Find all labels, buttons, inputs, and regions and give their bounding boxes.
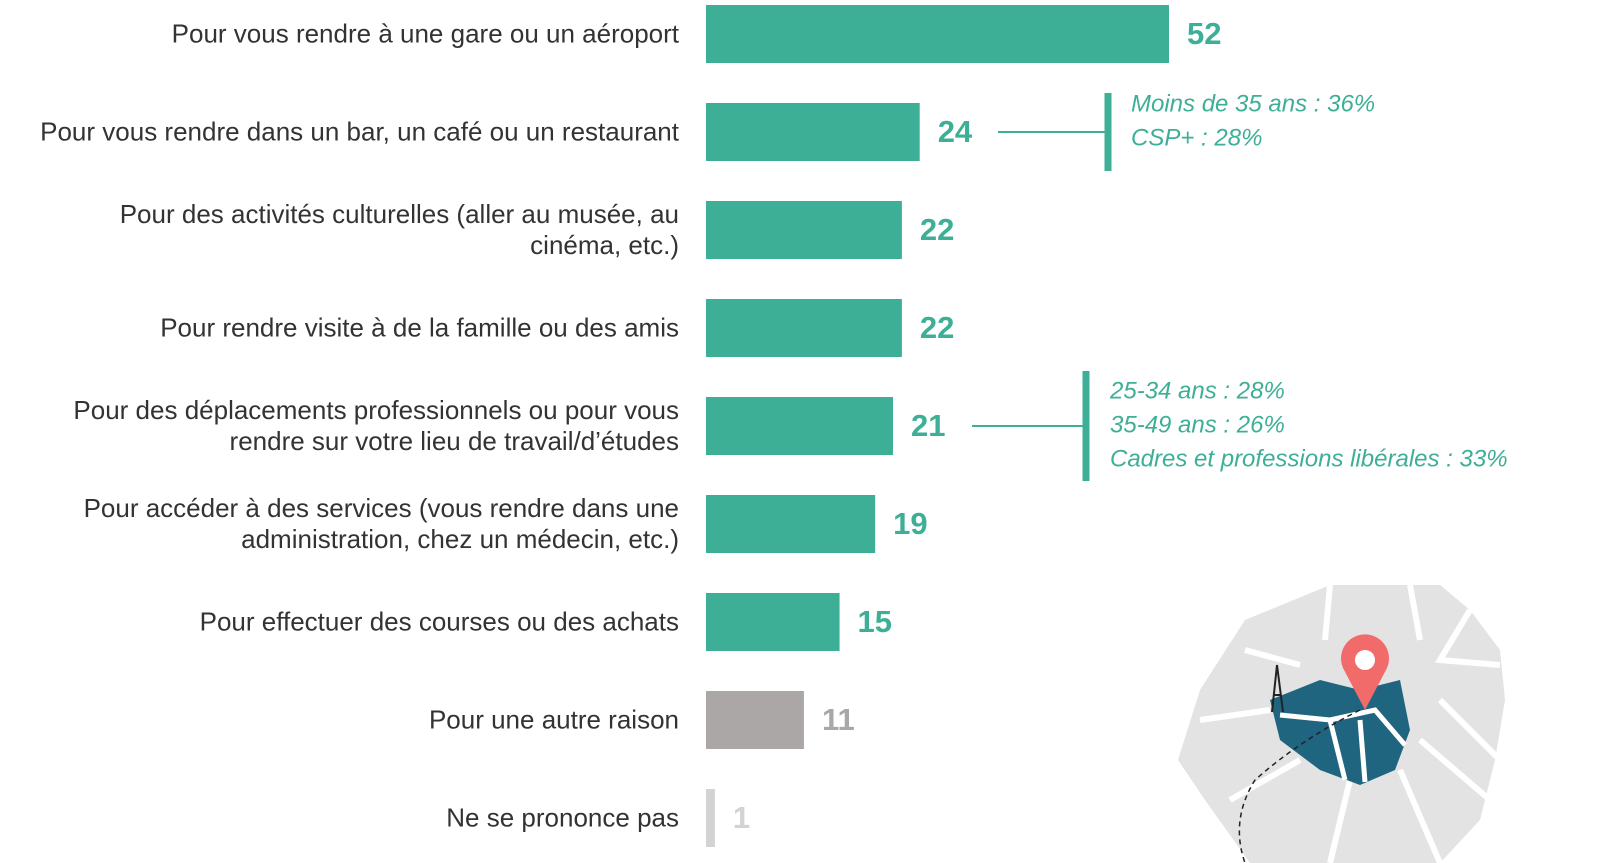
bar xyxy=(706,789,715,847)
bar xyxy=(706,299,902,357)
bar xyxy=(706,201,902,259)
bar xyxy=(706,593,840,651)
annotation-text: 25-34 ans : 28% xyxy=(1109,377,1285,404)
value-label: 1 xyxy=(733,800,750,835)
category-label: Pour effectuer des courses ou des achats xyxy=(199,606,679,637)
value-label: 19 xyxy=(893,506,927,541)
bar xyxy=(706,5,1169,63)
value-label: 15 xyxy=(858,604,892,639)
bar xyxy=(706,691,804,749)
bar xyxy=(706,495,876,553)
category-label: Pour vous rendre dans un bar, un café ou… xyxy=(40,116,679,147)
annotation-text: Moins de 35 ans : 36% xyxy=(1131,90,1375,117)
annotation-text: 35-49 ans : 26% xyxy=(1110,411,1285,438)
value-label: 11 xyxy=(822,702,855,737)
category-label: Pour des déplacements professionnels ou … xyxy=(73,395,679,456)
category-label: Ne se prononce pas xyxy=(446,802,679,833)
annotation-text: Cadres et professions libérales : 33% xyxy=(1110,445,1508,472)
bar xyxy=(706,103,920,161)
category-label: Pour une autre raison xyxy=(428,704,679,735)
category-label: Pour vous rendre à une gare ou un aéropo… xyxy=(171,18,679,49)
category-label: Pour des activités culturelles (aller au… xyxy=(119,199,679,260)
category-label: Pour rendre visite à de la famille ou de… xyxy=(160,312,679,343)
value-label: 22 xyxy=(920,212,954,247)
bar xyxy=(706,397,893,455)
value-label: 22 xyxy=(920,310,954,345)
value-label: 24 xyxy=(938,114,973,149)
annotation-text: CSP+ : 28% xyxy=(1131,124,1262,151)
value-label: 52 xyxy=(1187,16,1221,51)
map-illustration xyxy=(1178,584,1505,863)
value-label: 21 xyxy=(911,408,945,443)
category-label: Pour accéder à des services (vous rendre… xyxy=(83,493,679,554)
